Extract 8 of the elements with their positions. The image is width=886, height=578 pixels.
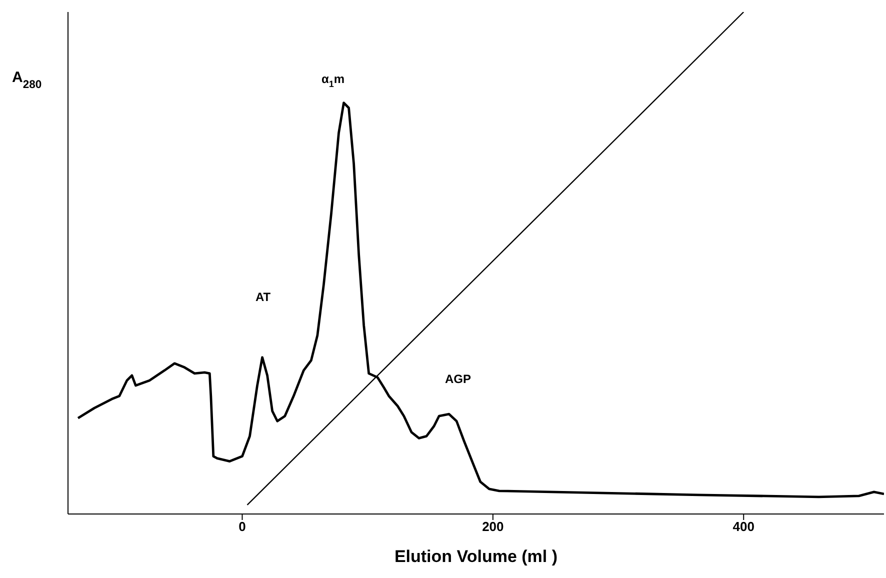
x-tick-label: 400 — [732, 519, 754, 534]
x-tick-label: 0 — [238, 519, 246, 534]
annotation: AGP — [444, 372, 472, 386]
annotation: AT — [255, 290, 272, 304]
x-axis-title: Elution Volume (ml ) — [394, 547, 558, 566]
annotation: α$_{1}$m — [321, 72, 345, 90]
x-tick-label: 200 — [482, 519, 504, 534]
y-axis-title: A$_{280}$ — [12, 69, 42, 91]
